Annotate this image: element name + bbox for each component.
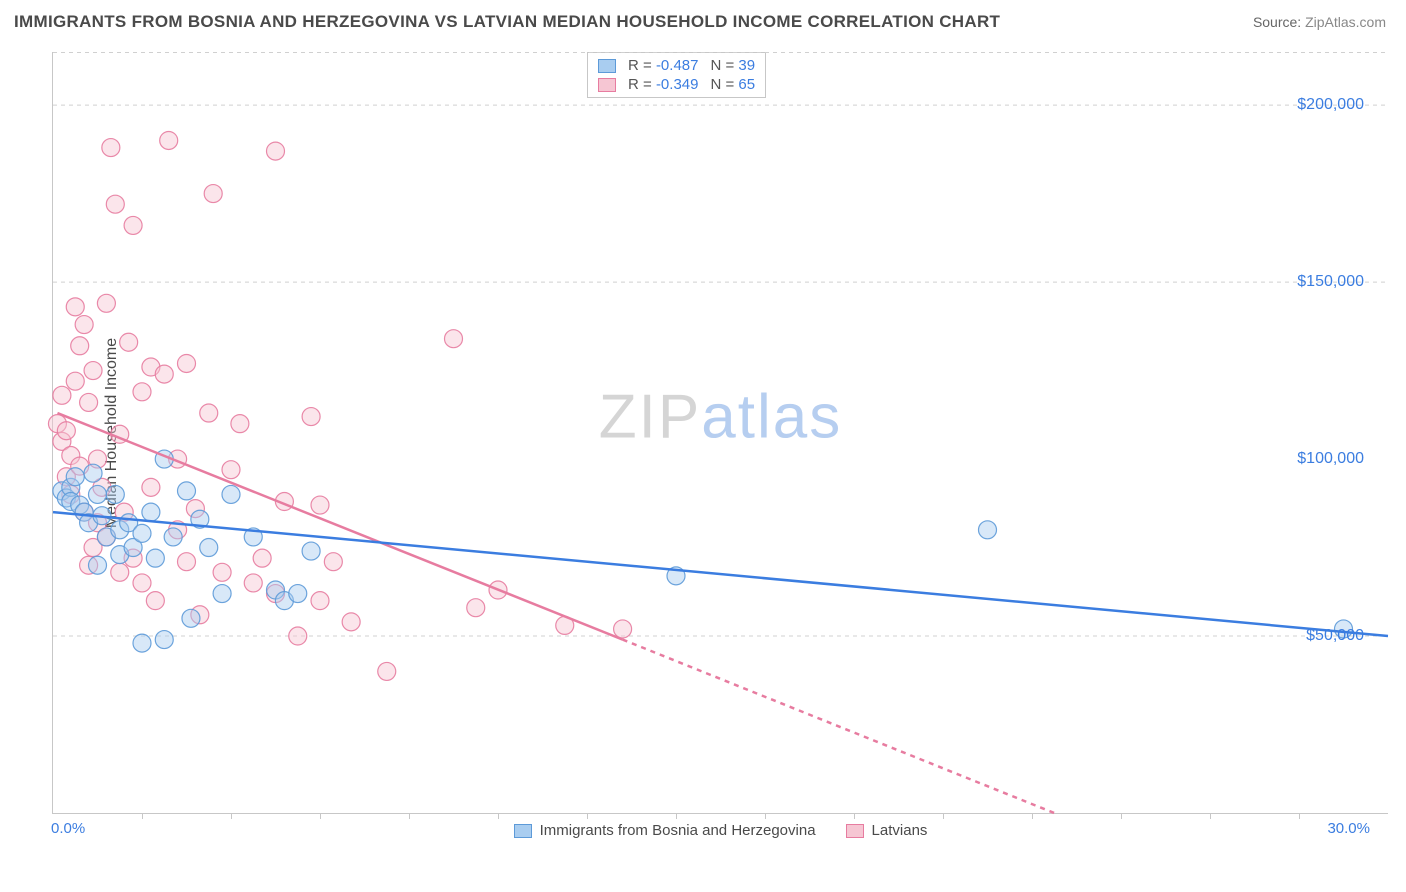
- x-tick-mark: [1032, 813, 1033, 819]
- x-tick-mark: [587, 813, 588, 819]
- legend-bottom-swatch-1: [846, 824, 864, 838]
- legend-item-1: Latvians: [846, 822, 928, 839]
- x-tick-mark: [320, 813, 321, 819]
- x-tick-mark: [1121, 813, 1122, 819]
- source-label: Source:: [1253, 14, 1301, 30]
- y-tick-label: $50,000: [1306, 627, 1394, 645]
- x-tick-mark: [943, 813, 944, 819]
- legend-label-1: Latvians: [872, 822, 928, 839]
- x-tick-mark: [765, 813, 766, 819]
- x-tick-mark: [409, 813, 410, 819]
- y-tick-label: $200,000: [1297, 96, 1394, 114]
- x-tick-mark: [498, 813, 499, 819]
- x-tick-mark: [676, 813, 677, 819]
- y-tick-label: $150,000: [1297, 273, 1394, 291]
- x-tick-mark: [1210, 813, 1211, 819]
- x-tick-mark: [854, 813, 855, 819]
- chart-title: IMMIGRANTS FROM BOSNIA AND HERZEGOVINA V…: [14, 12, 1000, 32]
- source-value: ZipAtlas.com: [1305, 14, 1386, 30]
- x-tick-mark: [1299, 813, 1300, 819]
- y-tick-label: $100,000: [1297, 450, 1394, 468]
- x-tick-mark: [142, 813, 143, 819]
- series-legend: Immigrants from Bosnia and Herzegovina L…: [53, 822, 1388, 839]
- chart-svg: [53, 52, 1388, 813]
- plot-area: Median Household Income ZIPatlas R = -0.…: [52, 52, 1388, 814]
- x-tick-mark: [231, 813, 232, 819]
- legend-bottom-swatch-0: [514, 824, 532, 838]
- legend-item-0: Immigrants from Bosnia and Herzegovina: [514, 822, 816, 839]
- source-attribution: Source: ZipAtlas.com: [1253, 14, 1386, 30]
- legend-label-0: Immigrants from Bosnia and Herzegovina: [540, 822, 816, 839]
